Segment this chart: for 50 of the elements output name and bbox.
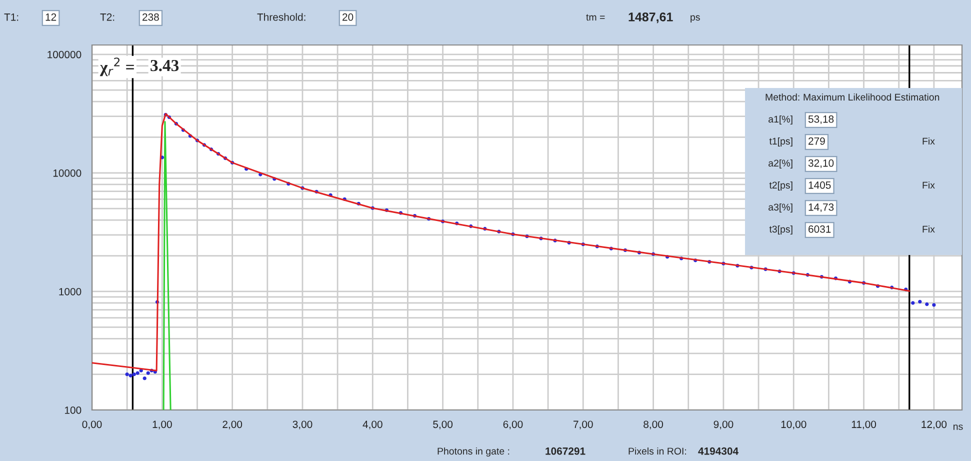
- text: ps: [690, 15, 700, 23]
- text: 20: [342, 13, 354, 21]
- annotation: 279: [808, 137, 825, 145]
- x-tick-label: 0,00: [82, 420, 102, 430]
- annotation: 53,18: [808, 115, 834, 124]
- annotation: 14,73: [808, 203, 834, 212]
- text: Pixels in ROI:: [628, 447, 686, 455]
- y-tick-label: 100: [65, 406, 82, 414]
- text: Photons in gate :: [438, 447, 510, 457]
- annotation: a3[%]: [768, 203, 792, 213]
- text: 238: [142, 13, 159, 21]
- x-axis-title: ns: [954, 424, 963, 430]
- text: T2:: [100, 13, 114, 21]
- text: 12: [46, 13, 56, 21]
- x-tick-label: 2,00: [222, 420, 242, 430]
- x-tick-label: 7,00: [574, 420, 593, 430]
- text: 1067291: [546, 447, 586, 455]
- text: 1487,61: [628, 12, 673, 24]
- annotation: 6031: [808, 225, 831, 233]
- x-tick-label: 11,00: [852, 420, 876, 430]
- annotation: Fix: [922, 225, 935, 233]
- annotation: t3[ps]: [769, 225, 792, 235]
- x-tick-label: 8,00: [644, 420, 664, 430]
- annotation: a2[%]: [768, 159, 792, 169]
- x-tick-label: 10,00: [781, 420, 806, 430]
- annotation: Method:: [766, 93, 800, 101]
- y-tick-label: 1000: [59, 288, 82, 296]
- text: tm =: [586, 14, 605, 21]
- text: 4194304: [698, 447, 738, 455]
- annotation: Fix: [922, 181, 935, 189]
- text: T1:: [4, 14, 18, 21]
- annotation: Maximum Likelihood Estimation: [804, 93, 940, 101]
- y-tick-label: 100000: [48, 50, 82, 58]
- annotation: t1[ps]: [769, 137, 792, 147]
- annotation: t2[ps]: [769, 181, 792, 191]
- x-tick-label: 4,00: [362, 420, 382, 430]
- x-tick-label: 6,00: [503, 420, 523, 430]
- x-tick-label: 3,00: [292, 420, 312, 430]
- annotation: 32,10: [808, 159, 834, 168]
- x-tick-label: 9,00: [714, 420, 734, 430]
- x-tick-label: 1,00: [152, 420, 172, 430]
- annotation: 3.43: [150, 60, 179, 72]
- annotation: χ$_{r}$$^{2}$ =: [100, 58, 134, 76]
- y-tick-label: 10000: [53, 169, 82, 177]
- annotation: 1405: [808, 181, 831, 189]
- annotation: Fix: [922, 137, 935, 145]
- x-tick-label: 12,00: [922, 420, 947, 430]
- annotation: a1[%]: [768, 115, 792, 125]
- text: Threshold:: [257, 13, 306, 21]
- x-tick-label: 5,00: [433, 420, 453, 430]
